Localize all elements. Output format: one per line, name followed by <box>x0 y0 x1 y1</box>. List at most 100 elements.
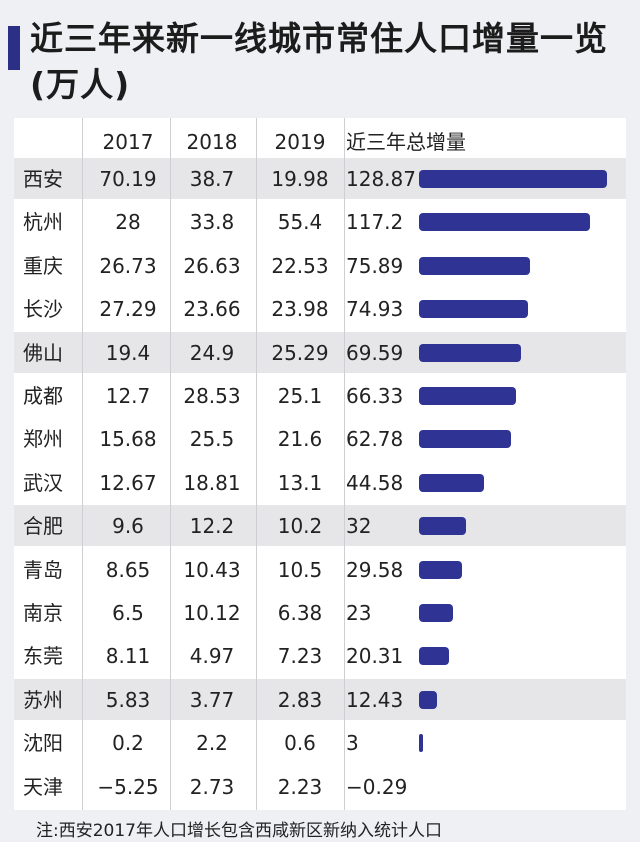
value-cell-2019: 22.53 <box>271 253 329 278</box>
total-bar <box>419 213 590 232</box>
total-cell: 62.78 <box>346 427 404 452</box>
value-cell-2019: 0.6 <box>284 731 316 756</box>
total-cell: 32 <box>346 514 372 539</box>
value-cell-2019: 21.6 <box>277 427 323 452</box>
city-label: 重庆 <box>23 253 63 278</box>
total-cell: 20.31 <box>346 644 404 669</box>
total-bar <box>419 647 449 666</box>
city-label: 天津 <box>23 774 63 799</box>
city-label: 南京 <box>23 601 63 625</box>
value-cell-2018: 23.66 <box>183 297 241 322</box>
column-header: 2019 <box>274 130 326 154</box>
value-cell-2018: 26.63 <box>183 253 241 278</box>
value-cell-2018: 18.81 <box>183 470 241 495</box>
total-cell: 75.89 <box>346 253 404 278</box>
value-cell-2019: 13.1 <box>277 470 323 495</box>
value-cell-2019: 6.38 <box>277 601 323 625</box>
total-bar <box>419 343 521 362</box>
value-cell-2019: 2.23 <box>277 774 323 799</box>
total-bar <box>419 387 516 405</box>
column-divider <box>82 118 83 810</box>
value-cell-2017: 28 <box>115 210 141 235</box>
city-label: 杭州 <box>23 210 63 235</box>
total-cell: −0.29 <box>346 774 408 799</box>
value-cell-2019: 25.29 <box>271 340 329 365</box>
value-cell-2018: 2.2 <box>196 731 228 756</box>
value-cell-2019: 25.1 <box>277 384 323 408</box>
value-cell-2018: 28.53 <box>183 384 241 408</box>
city-label: 长沙 <box>23 297 63 322</box>
total-cell: 29.58 <box>346 557 404 582</box>
total-cell: 3 <box>346 731 359 756</box>
value-cell-2019: 23.98 <box>271 297 329 322</box>
total-bar <box>419 560 463 579</box>
row-band <box>14 331 626 373</box>
value-cell-2017: 5.83 <box>105 687 151 712</box>
city-label: 郑州 <box>23 427 63 452</box>
value-cell-2017: 0.2 <box>112 731 144 756</box>
value-cell-2017: 12.7 <box>105 384 151 408</box>
column-divider <box>170 118 171 810</box>
city-label: 青岛 <box>23 557 63 582</box>
column-divider <box>344 118 345 810</box>
total-bar <box>419 430 511 449</box>
value-cell-2019: 7.23 <box>277 644 323 669</box>
total-bar <box>419 690 438 709</box>
city-label: 东莞 <box>23 644 63 669</box>
column-header: 近三年总增量 <box>346 130 466 154</box>
value-cell-2017: 27.29 <box>99 297 157 322</box>
value-cell-2018: 4.97 <box>189 644 235 669</box>
value-cell-2018: 33.8 <box>189 210 235 235</box>
total-cell: 12.43 <box>346 687 404 712</box>
value-cell-2018: 24.9 <box>189 340 235 365</box>
city-label: 沈阳 <box>23 731 63 756</box>
value-cell-2017: 19.4 <box>105 340 151 365</box>
value-cell-2017: 8.11 <box>105 644 151 669</box>
total-bar <box>419 473 485 492</box>
total-bar <box>419 300 529 319</box>
city-label: 成都 <box>23 384 63 408</box>
row-band <box>14 505 626 547</box>
row-band <box>14 678 626 720</box>
page-title: 近三年来新一线城市常住人口增量一览(万人) <box>30 19 608 104</box>
value-cell-2019: 19.98 <box>271 167 329 191</box>
value-cell-2017: 15.68 <box>99 427 157 452</box>
value-cell-2017: 8.65 <box>105 557 151 582</box>
total-bar <box>419 170 607 188</box>
city-label: 西安 <box>23 167 63 191</box>
total-bar <box>419 517 466 536</box>
value-cell-2017: 12.67 <box>99 470 157 495</box>
value-cell-2018: 2.73 <box>189 774 235 799</box>
value-cell-2017: 26.73 <box>99 253 157 278</box>
value-cell-2019: 2.83 <box>277 687 323 712</box>
footnote: 注:西安2017年人口增长包含西咸新区新纳入统计人口 <box>36 821 442 841</box>
city-label: 苏州 <box>23 687 63 712</box>
total-cell: 74.93 <box>346 297 404 322</box>
value-cell-2018: 10.12 <box>183 601 241 625</box>
total-bar <box>419 604 453 622</box>
total-cell: 128.87 <box>346 167 416 191</box>
value-cell-2017: −5.25 <box>97 774 159 799</box>
value-cell-2017: 6.5 <box>112 601 144 625</box>
value-cell-2018: 12.2 <box>189 514 235 539</box>
value-cell-2019: 10.2 <box>277 514 323 539</box>
value-cell-2018: 10.43 <box>183 557 241 582</box>
column-header: 2017 <box>102 130 154 154</box>
city-label: 合肥 <box>23 514 63 539</box>
value-cell-2019: 10.5 <box>277 557 323 582</box>
city-label: 佛山 <box>23 340 63 365</box>
column-divider <box>256 118 257 810</box>
total-cell: 44.58 <box>346 470 404 495</box>
total-bar <box>419 734 424 753</box>
total-cell: 69.59 <box>346 340 404 365</box>
column-header: 2018 <box>186 130 238 154</box>
value-cell-2018: 25.5 <box>189 427 235 452</box>
data-table-panel: 2017 2018 2019 近三年总增量西安 70.19 38.7 19.98 128.87… <box>14 118 626 810</box>
total-cell: 23 <box>346 601 372 625</box>
value-cell-2018: 38.7 <box>189 167 235 191</box>
total-cell: 66.33 <box>346 384 404 408</box>
value-cell-2017: 70.19 <box>99 167 157 191</box>
value-cell-2017: 9.6 <box>112 514 144 539</box>
value-cell-2019: 55.4 <box>277 210 323 235</box>
title-accent-bar <box>8 26 20 70</box>
